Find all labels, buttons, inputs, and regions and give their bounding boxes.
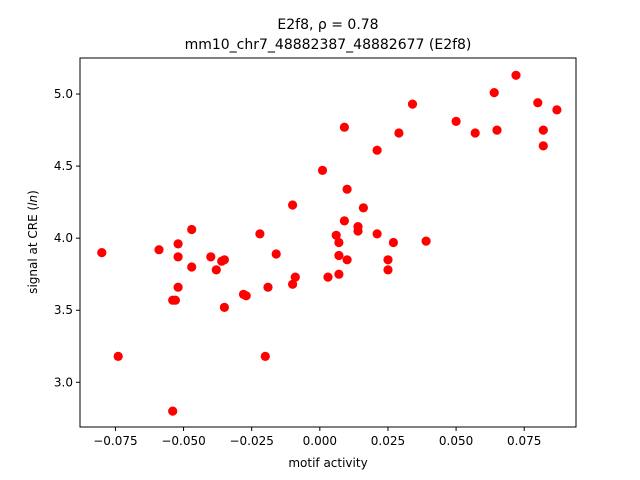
data-point — [342, 184, 352, 194]
data-point — [187, 224, 197, 235]
data-point — [451, 116, 461, 126]
data-point — [353, 226, 363, 236]
y-tick-label: 3.5 — [54, 303, 73, 317]
x-tick-label: −0.025 — [229, 434, 273, 448]
data-point — [511, 70, 521, 80]
data-point — [170, 295, 180, 305]
data-point — [339, 216, 349, 226]
data-point — [173, 239, 183, 249]
data-point — [538, 125, 548, 135]
data-point — [334, 237, 344, 248]
data-point — [271, 249, 281, 259]
data-point — [288, 200, 298, 210]
x-tick-label: 0.000 — [303, 434, 337, 448]
data-point — [288, 279, 298, 289]
x-tick-label: −0.050 — [161, 434, 205, 448]
data-point — [358, 203, 368, 213]
data-point — [552, 105, 562, 115]
data-point — [331, 230, 341, 240]
data-point — [206, 252, 216, 262]
data-point — [533, 98, 543, 108]
y-tick-label: 5.0 — [54, 87, 73, 101]
data-point — [372, 229, 382, 239]
data-point — [323, 272, 333, 282]
data-point — [342, 255, 352, 265]
y-tick-label: 4.5 — [54, 159, 73, 173]
y-tick-label: 3.0 — [54, 375, 73, 389]
data-point — [388, 237, 398, 248]
y-tick-label: 4.0 — [54, 231, 73, 245]
data-point — [290, 272, 300, 282]
data-point — [255, 229, 265, 239]
chart-title-line2: mm10_chr7_48882387_48882677 (E2f8) — [185, 37, 472, 53]
y-axis-label: signal at CRE (ln) — [26, 190, 40, 294]
data-point — [538, 141, 548, 151]
data-point — [421, 236, 431, 246]
y-axis-ticks: 3.0 3.5 4.0 4.5 5.0 — [54, 87, 80, 389]
data-point — [219, 302, 229, 312]
data-point — [219, 255, 229, 265]
x-axis-ticks: −0.075 −0.050 −0.025 0.000 0.025 0.050 0.075 — [93, 427, 541, 448]
data-point — [492, 125, 502, 135]
data-point — [489, 88, 499, 98]
plot-area-frame — [79, 57, 577, 428]
x-tick-label: 0.075 — [507, 434, 541, 448]
data-point — [260, 351, 270, 361]
data-point — [372, 145, 382, 155]
data-point — [173, 282, 183, 292]
data-point — [173, 252, 183, 262]
data-point — [154, 245, 164, 255]
data-point — [113, 351, 123, 361]
data-point — [97, 248, 107, 258]
x-tick-label: 0.025 — [371, 434, 405, 448]
data-point — [339, 122, 349, 132]
data-point — [470, 128, 480, 138]
data-point — [383, 265, 393, 275]
data-point — [383, 255, 393, 265]
data-point — [187, 262, 197, 272]
x-tick-label: −0.075 — [93, 434, 137, 448]
data-point — [263, 282, 273, 292]
data-points — [97, 70, 562, 416]
data-point — [317, 165, 328, 175]
data-point — [241, 291, 251, 301]
chart-title-line1: E2f8, ρ = 0.78 — [277, 17, 378, 33]
x-tick-label: 0.050 — [439, 434, 473, 448]
data-point — [168, 406, 178, 416]
x-axis-label: motif activity — [288, 456, 367, 470]
data-point — [334, 250, 344, 261]
data-point — [334, 269, 344, 279]
data-point — [407, 99, 418, 109]
data-point — [211, 265, 221, 275]
data-point — [394, 128, 404, 138]
